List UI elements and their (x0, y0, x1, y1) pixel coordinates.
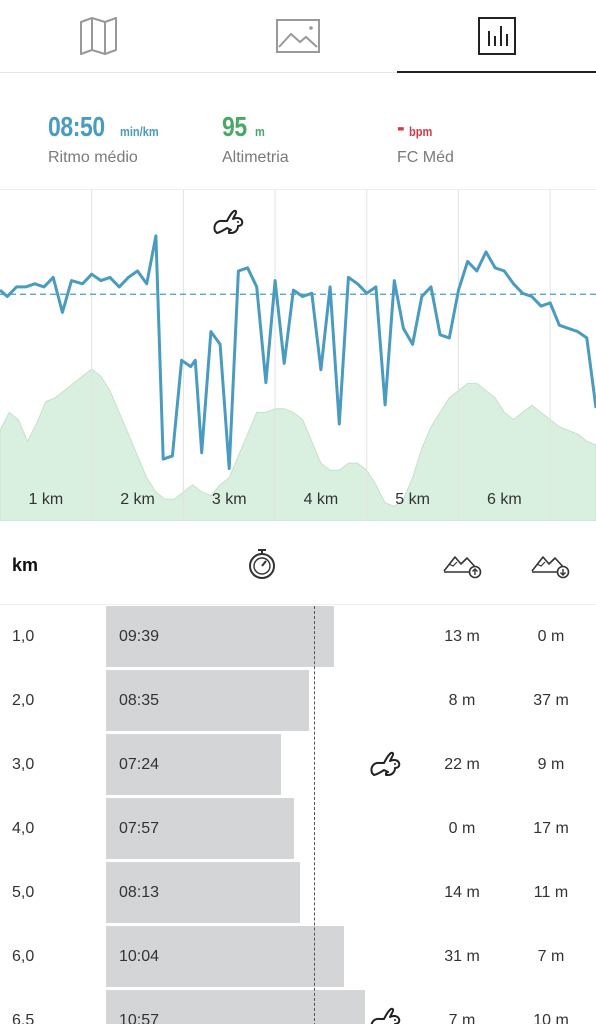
split-time: 08:13 (119, 884, 160, 901)
altitude-label: Altimetria (222, 149, 289, 166)
stopwatch-icon (249, 549, 275, 579)
split-row[interactable]: 2,0 08:35 8 m 37 m (0, 670, 596, 734)
pace-elevation-chart[interactable]: 1 km 2 km 3 km 4 km 5 km 6 km (0, 190, 596, 521)
split-pace-bar (106, 606, 334, 667)
split-time: 08:35 (119, 692, 160, 709)
tab-bar (0, 0, 596, 73)
chart-icon (477, 17, 516, 55)
split-pace-bar (106, 990, 365, 1024)
split-km: 2,0 (12, 692, 35, 709)
pace-value: 08:50 (48, 111, 105, 142)
x-tick-label: 1 km (29, 491, 64, 508)
ascent-icon (443, 556, 482, 579)
pace-unit: min/km (120, 124, 159, 139)
x-tick-label: 6 km (487, 491, 522, 508)
tab-map[interactable] (0, 0, 199, 72)
split-row[interactable]: 3,0 07:24 22 m 9 m (0, 734, 596, 798)
splits-header: km (0, 521, 596, 605)
split-km: 6,0 (12, 948, 35, 965)
split-ascent: 22 m (444, 756, 480, 773)
heart-rate-label: FC Méd (397, 149, 454, 166)
split-descent: 17 m (533, 820, 569, 837)
split-pace-bar (106, 798, 294, 859)
split-time: 09:39 (119, 628, 160, 645)
hare-icon (370, 751, 401, 776)
split-ascent: 0 m (448, 820, 476, 837)
split-pace-bar (106, 734, 281, 795)
split-km: 6,5 (12, 1012, 35, 1024)
hare-icon (370, 1007, 401, 1024)
tab-photos[interactable] (199, 0, 398, 72)
heart-rate-unit: bpm (408, 124, 433, 139)
x-tick-label: 4 km (304, 491, 339, 508)
heart-rate-value: - (397, 111, 405, 142)
stat-altitude: 95 m Altimetria (222, 111, 289, 167)
pace-line (0, 234, 596, 471)
elevation-area (0, 368, 596, 521)
km-column-header: km (12, 555, 39, 575)
split-ascent: 8 m (448, 692, 476, 709)
split-descent: 0 m (537, 628, 565, 645)
split-descent: 7 m (537, 948, 565, 965)
average-pace-line (314, 606, 315, 1024)
photo-icon (276, 19, 320, 53)
split-km: 4,0 (12, 820, 35, 837)
summary-stats: 08:50 min/km Ritmo médio 95 m Altimetria… (0, 73, 596, 190)
pace-label: Ritmo médio (48, 149, 138, 166)
split-km: 5,0 (12, 884, 35, 901)
split-time: 10:57 (119, 1012, 160, 1024)
split-pace-bar (106, 926, 344, 987)
split-pace-bar (106, 862, 301, 923)
split-descent: 37 m (533, 692, 569, 709)
split-row[interactable]: 6,5 10:57 7 m 10 m (0, 990, 596, 1024)
split-ascent: 7 m (448, 1012, 476, 1024)
split-row[interactable]: 1,0 09:39 13 m 0 m (0, 606, 596, 670)
stat-average-pace: 08:50 min/km Ritmo médio (48, 111, 166, 167)
split-time: 07:57 (119, 820, 160, 837)
map-icon (80, 17, 118, 55)
split-pace-bar (106, 670, 309, 731)
split-row[interactable]: 6,0 10:04 31 m 7 m (0, 926, 596, 990)
split-descent: 10 m (533, 1012, 569, 1024)
split-descent: 11 m (533, 884, 569, 901)
x-tick-label: 5 km (395, 491, 430, 508)
tab-stats[interactable] (397, 0, 596, 73)
split-time: 07:24 (119, 756, 160, 773)
split-ascent: 14 m (444, 884, 480, 901)
split-ascent: 31 m (444, 948, 480, 965)
altitude-unit: m (255, 124, 265, 139)
split-time: 10:04 (119, 948, 160, 965)
hare-shape (370, 1007, 401, 1024)
altitude-value: 95 (222, 111, 247, 142)
split-km: 3,0 (12, 756, 35, 773)
chart-canvas: 1 km 2 km 3 km 4 km 5 km 6 km (0, 190, 596, 521)
split-row[interactable]: 5,0 08:13 14 m 11 m (0, 862, 596, 926)
split-ascent: 13 m (444, 628, 480, 645)
descent-icon (531, 556, 570, 579)
split-km: 1,0 (12, 628, 35, 645)
fastest-km-hare-icon (213, 209, 244, 234)
x-tick-label: 3 km (212, 491, 247, 508)
split-row[interactable]: 4,0 07:57 0 m 17 m (0, 798, 596, 862)
hare-shape (370, 751, 401, 776)
stat-heart-rate: - bpm FC Méd (397, 111, 454, 167)
x-tick-label: 2 km (120, 491, 155, 508)
split-descent: 9 m (537, 756, 565, 773)
